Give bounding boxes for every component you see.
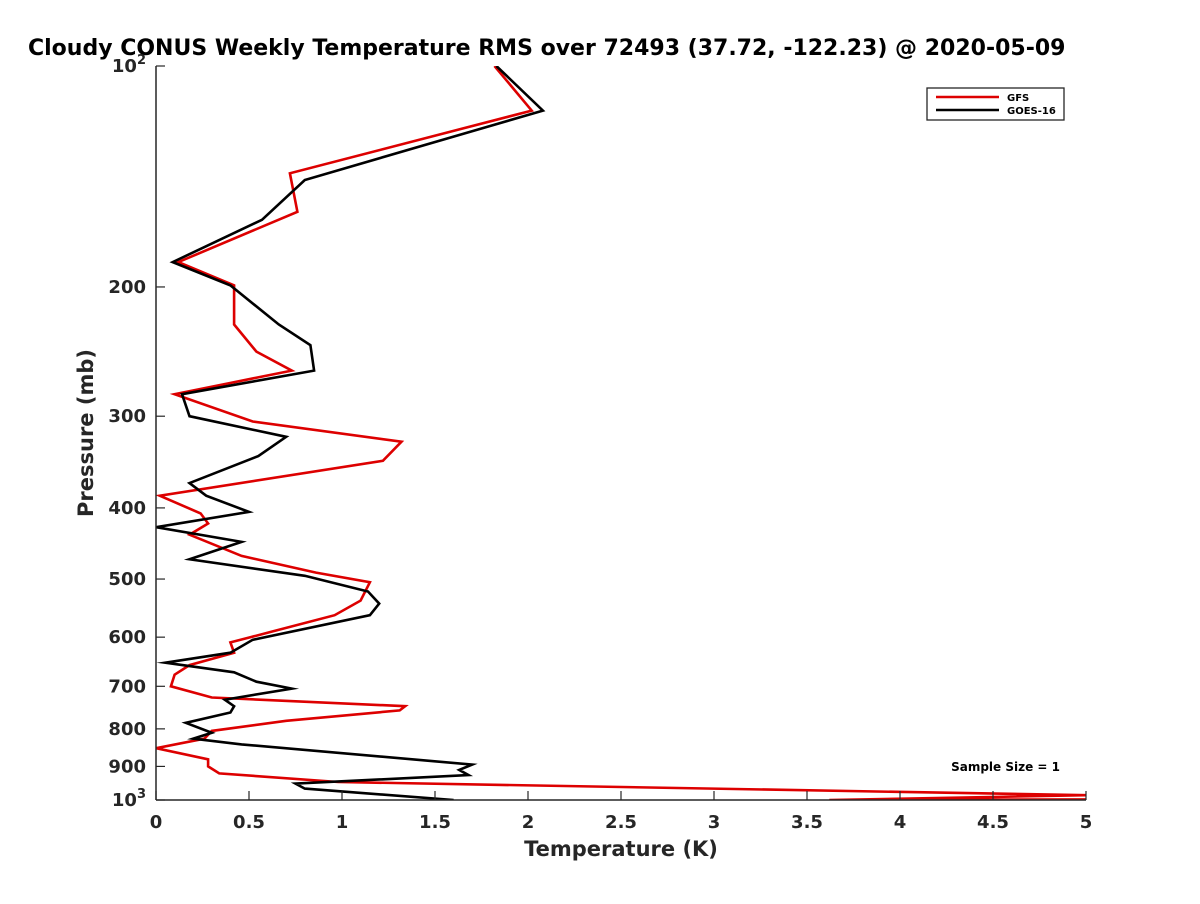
legend: GFS GOES-16: [926, 87, 1065, 121]
x-tick-label: 4.5: [977, 812, 1009, 833]
plot-area: [156, 66, 1086, 800]
legend-label: GFS: [1007, 93, 1029, 104]
x-tick-label: 3: [708, 812, 721, 833]
y-tick-label: 900: [108, 756, 146, 777]
series-line-gfs: [156, 66, 1086, 800]
legend-box: [926, 87, 1065, 121]
y-tick-label: 300: [108, 406, 146, 427]
axes-layer: 0 0.5 1 1.5 2 2.5 3 3.5 4 4.5 5 102 200 300 400 500 600 7…: [108, 53, 1092, 833]
x-tick-label: 0: [150, 812, 163, 833]
y-tick-label: 800: [108, 719, 146, 740]
x-tick-label: 2.5: [605, 812, 637, 833]
legend-label: GOES-16: [1007, 106, 1056, 117]
series-line-goes-16: [156, 66, 546, 800]
x-tick-label: 1: [336, 812, 349, 833]
x-tick-label: 1.5: [419, 812, 451, 833]
x-tick-label: 4: [894, 812, 907, 833]
y-axis-label: Pressure (mb): [74, 349, 98, 517]
x-tick-label: 3.5: [791, 812, 823, 833]
y-tick-label: 200: [108, 277, 146, 298]
x-tick-label: 2: [522, 812, 535, 833]
y-tick-label: 700: [108, 676, 146, 697]
chart-title: Cloudy CONUS Weekly Temperature RMS over…: [28, 36, 1065, 61]
y-tick-label: 103: [112, 787, 146, 811]
y-tick-label: 600: [108, 627, 146, 648]
y-tick-label: 500: [108, 569, 146, 590]
y-tick-label: 102: [112, 53, 146, 77]
x-tick-label: 0.5: [233, 812, 265, 833]
x-tick-label: 5: [1080, 812, 1093, 833]
x-axis-label: Temperature (K): [524, 837, 718, 861]
y-tick-label: 400: [108, 498, 146, 519]
sample-size-note: Sample Size = 1: [951, 760, 1060, 774]
series-layer: [156, 66, 1086, 800]
